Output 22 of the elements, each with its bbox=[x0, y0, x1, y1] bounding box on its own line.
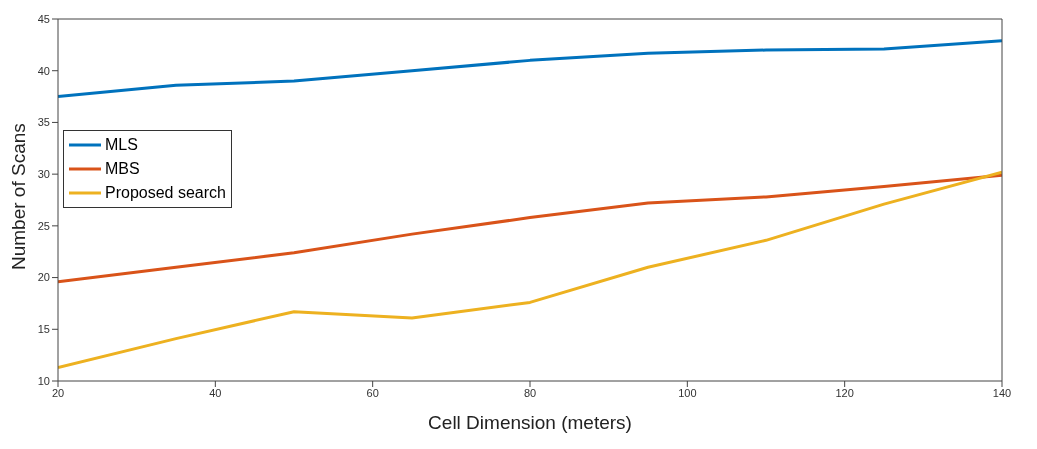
x-tick-label: 20 bbox=[51, 386, 65, 399]
line-series bbox=[58, 39, 1002, 99]
legend-label: MBS bbox=[105, 160, 140, 178]
x-tick-label: 120 bbox=[835, 386, 854, 399]
x-axis-title: Cell Dimension (meters) bbox=[428, 412, 632, 433]
line-series bbox=[58, 173, 1002, 284]
x-tick-label: 40 bbox=[209, 386, 222, 399]
y-tick-label: 40 bbox=[37, 64, 50, 77]
legend-label: Proposed search bbox=[105, 184, 226, 202]
x-tick-label: 100 bbox=[678, 386, 697, 399]
x-tick-label: 140 bbox=[992, 386, 1012, 399]
y-tick-label: 10 bbox=[37, 374, 50, 387]
y-tick-label: 25 bbox=[37, 219, 50, 232]
x-tick-label: 80 bbox=[523, 386, 537, 399]
y-axis-title: Number of Scans bbox=[7, 123, 29, 270]
y-tick-label: 30 bbox=[37, 168, 50, 181]
y-tick-label: 15 bbox=[37, 323, 50, 336]
y-tick-label: 20 bbox=[37, 271, 50, 284]
legend-label: MLS bbox=[105, 136, 138, 154]
y-tick-label: 35 bbox=[37, 116, 50, 129]
x-tick-label: 60 bbox=[366, 386, 379, 399]
y-tick-label: 45 bbox=[37, 12, 50, 25]
